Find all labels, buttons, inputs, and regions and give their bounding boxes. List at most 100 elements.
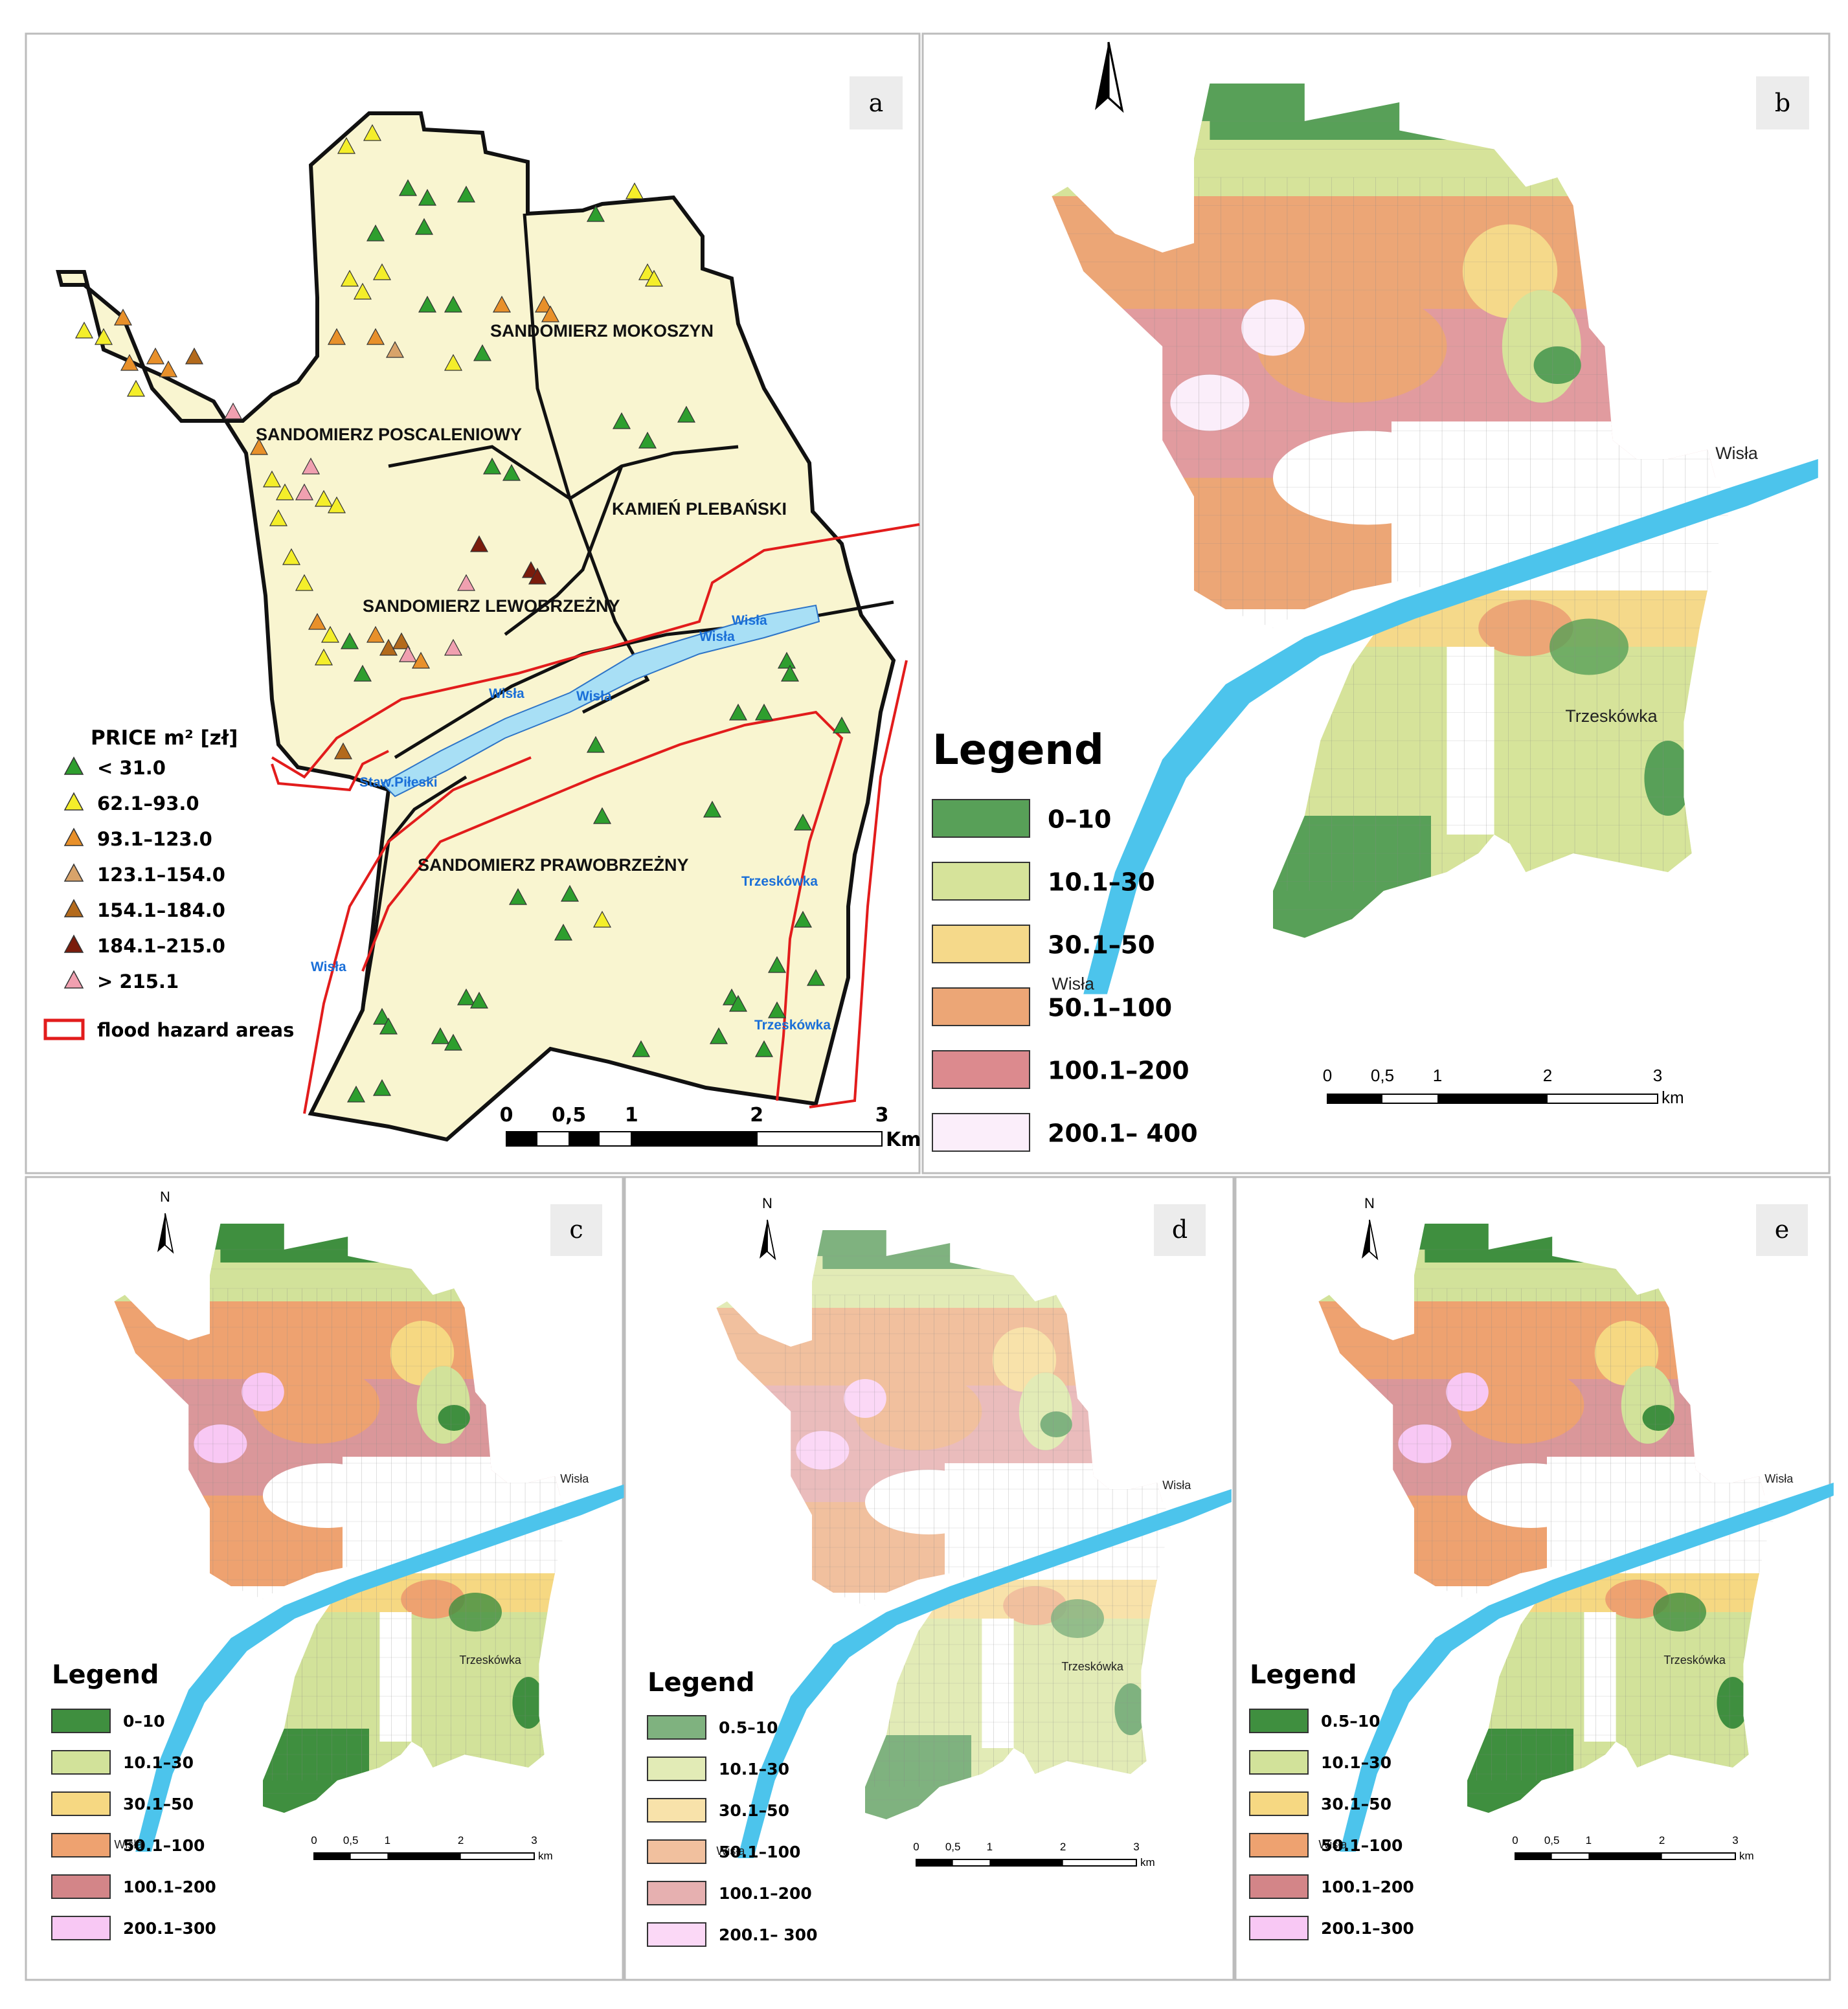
place-label: Wisła [1715,443,1758,463]
price-point-marker [337,137,356,154]
price-point-marker [541,305,560,322]
legend-swatch [1249,1709,1309,1733]
district-label-lewobrzezny: SANDOMIERZ LEWOBRZEŻNY [363,596,620,616]
price-point-marker [793,910,813,928]
scale-tick-label: 0,5 [1371,1066,1394,1085]
legend-triangle-icon [63,934,84,953]
place-label: Trzeskówka [459,1654,521,1667]
price-point-marker [398,645,418,662]
legend-swatch [51,1709,111,1733]
legend-triangle-icon [63,827,84,846]
price-point-marker [411,651,431,669]
panel-e-letter-box [1756,1204,1808,1256]
legend-swatch [1249,1750,1309,1775]
price-point-marker [314,489,333,507]
price-point-marker [508,888,528,905]
price-point-marker [146,347,165,365]
price-point-marker [249,438,269,455]
price-point-marker [379,638,398,656]
price-point-marker [340,269,359,287]
price-point-marker [126,379,146,397]
panel-d-scale-bar: 0 0,5 1 2 3km [913,1841,1155,1869]
panel-e-north-label: N [1364,1195,1375,1211]
price-point-marker [372,1007,392,1025]
legend-swatch [51,1750,111,1775]
price-point-marker [473,344,492,361]
price-point-marker [444,638,463,656]
river-label: Wisła [732,613,767,628]
panel-b-letter: b [1775,89,1790,117]
panel-a-letter-box [850,76,903,129]
district-label-poscaleniowy: SANDOMIERZ POSCALENIOWY [256,425,522,444]
legend-label: 0–10 [123,1712,165,1731]
scale-unit-label: km [1739,1850,1754,1862]
legend-swatch [1249,1874,1309,1899]
price-point-marker [363,124,382,141]
legend-label: 62.1–93.0 [97,792,199,814]
panel-c-scale-bar: 0 0,5 1 2 3km [311,1834,552,1862]
legend-label: 0.5–10 [719,1718,778,1737]
price-point-marker [625,182,644,199]
place-label: Wisła [1162,1479,1191,1492]
price-point-marker [482,457,502,475]
price-point-marker [456,185,476,203]
panel-a-legend-title: PRICE m² [zł] [91,726,238,750]
price-point-marker [282,548,301,565]
scale-tick-label: 1 [625,1104,638,1127]
district-label-prawobrzezny: SANDOMIERZ PRAWOBRZEŻNY [418,855,689,875]
legend-label: 30.1–50 [123,1795,194,1813]
price-point-marker [638,431,657,449]
panel-d-letter-box [1154,1204,1206,1256]
price-point-marker [431,1027,450,1044]
panel-a-flood-line-1 [271,523,920,779]
price-point-marker [469,991,489,1009]
scale-tick-label: 2 [1543,1066,1552,1085]
price-point-marker [275,483,295,500]
scale-tick-label: 3 [1133,1841,1139,1853]
place-label: Wisła [716,1845,745,1857]
legend-swatch [1249,1791,1309,1816]
scale-tick-label: 2 [1659,1834,1665,1846]
panel-d-legend-title: Legend [648,1668,755,1698]
price-point-marker [644,269,664,287]
price-point-marker [353,282,372,300]
legend-label: 50.1–100 [123,1836,205,1855]
panel-d-north-label: N [762,1195,772,1211]
legend-triangle-icon [63,970,84,989]
price-point-marker [327,328,346,345]
panel-c-letter: c [569,1215,583,1244]
legend-label: 154.1–184.0 [97,899,225,921]
place-label: Trzeskówka [1663,1654,1726,1667]
legend-swatch [1249,1833,1309,1857]
panel-b-scale-bar: 0 0,5 1 2 3km [1323,1066,1684,1107]
panel-a-flood-line-3 [303,660,908,1114]
price-points-layer [74,124,851,1103]
price-point-marker [366,224,385,241]
price-point-marker [301,457,321,475]
district-label-mokoszyn: SANDOMIERZ MOKOSZYN [490,321,714,341]
scale-tick-label: 0,5 [343,1834,359,1846]
price-point-marker [767,956,787,973]
price-point-marker [295,574,314,591]
panel-a-city-area [56,111,896,1142]
legend-triangle-icon [63,792,84,811]
price-point-marker [677,405,696,423]
price-point-marker [528,567,547,585]
price-point-marker [379,1017,398,1035]
legend-label: 93.1–123.0 [97,828,212,850]
scale-tick-label: 2 [1060,1841,1066,1853]
price-point-marker [612,412,631,429]
price-point-marker [74,321,94,339]
scale-tick-label: 0 [1323,1066,1332,1085]
place-label: Wisła [1764,1472,1794,1485]
price-point-marker [534,295,554,313]
price-point-marker [754,703,774,721]
panel-d-legend: Legend 0.5–10 10.1–30 30.1–50 50.1–100 100.1… [647,1668,817,1947]
place-label: Staw.Piłeski [359,775,438,790]
price-point-marker [418,188,437,206]
price-point-marker [592,910,612,928]
legend-swatch [51,1833,111,1857]
legend-label: 200.1– 400 [1048,1119,1198,1148]
price-point-marker [366,625,385,643]
